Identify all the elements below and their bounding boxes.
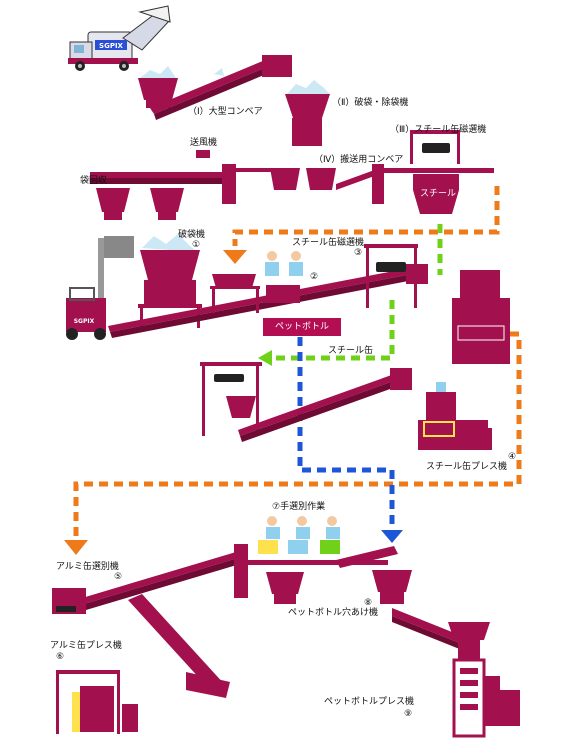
bag-breaker-remover [285, 80, 330, 146]
aluminum-press-conveyor [128, 594, 230, 698]
pet-perforator-conveyor [392, 608, 462, 650]
svg-text:SGPIX: SGPIX [74, 318, 95, 325]
feed-hopper-top [138, 66, 178, 108]
label-aluminum-press-num: ⑥ [56, 652, 65, 662]
label-large-conveyor: （Ⅰ）大型コンベア [188, 107, 263, 117]
garbage-truck: SGPIX [68, 5, 171, 71]
steel-can-magnet-mid [200, 362, 262, 436]
label-aluminum-sorter: アルミ缶選別機 [56, 562, 119, 572]
large-conveyor [150, 55, 292, 120]
steel-magnet-3 [364, 244, 418, 308]
flow-paths [64, 186, 522, 555]
orange-path-top [232, 186, 500, 246]
orange-arrow-top [223, 250, 247, 264]
steel-can-conveyor [238, 368, 412, 442]
label-blower: 送風機 [190, 138, 218, 148]
bag-breaker-1 [138, 234, 202, 328]
forklift: SGPIX [66, 236, 134, 340]
label-steel-magnet-2-num: ③ [354, 248, 363, 258]
blue-path [297, 337, 395, 528]
bag-collection-hoppers [96, 188, 184, 220]
worker-table [210, 274, 300, 313]
manual-sorting-conveyor [82, 544, 398, 610]
green-arrow [258, 350, 272, 366]
steel-can-press [418, 382, 492, 450]
orange-arrow-bottom [64, 540, 88, 555]
aluminum-sorter [52, 588, 86, 614]
label-pet-perforator-num: ⑧ [364, 598, 373, 608]
press-machine-upper [452, 270, 510, 364]
label-aluminum-press: アルミ缶プレス機 [50, 641, 122, 651]
label-steel-press-num: ④ [508, 452, 517, 462]
label-pet-perforator: ペットボトル穴あけ機 [288, 608, 379, 618]
label-steel-magnet-1: （Ⅲ）スチール缶磁選機 [390, 125, 487, 135]
label-bag-breaker-remover: （Ⅱ）破袋・除袋機 [332, 98, 409, 108]
aluminum-press [56, 670, 138, 734]
svg-text:SGPIX: SGPIX [99, 42, 124, 50]
label-manual-sorting: ⑦手選別作業 [272, 502, 326, 512]
blue-arrow [381, 530, 403, 543]
manual-sorting-workers [258, 516, 340, 554]
orange-path-right [73, 331, 522, 536]
manual-sorting-hoppers [266, 570, 412, 604]
steel-magnet-top [410, 130, 460, 164]
conveyor-row-2 [90, 164, 494, 214]
green-path-2 [270, 300, 395, 361]
label-steel-can: スチール缶 [328, 346, 374, 356]
label-steel-magnet-2: スチール缶磁選機 [292, 238, 365, 248]
label-steel-press: スチール缶プレス機 [426, 462, 508, 472]
label-pet-press: ペットボトルプレス機 [324, 697, 415, 707]
label-bag-breaker: 破袋機 [178, 230, 206, 240]
label-aluminum-sorter-num: ⑤ [114, 572, 123, 582]
label-transport-conveyor: （Ⅳ）搬送用コンベア [314, 155, 404, 165]
label-pet-bottle: ペットボトル [263, 318, 341, 336]
blower [196, 150, 210, 158]
label-steel: スチール [419, 189, 456, 199]
label-bag-breaker-num: ① [192, 240, 201, 250]
label-bag-collection: 袋回収 [80, 176, 108, 186]
pet-press [448, 622, 520, 738]
workers-station-2 [265, 251, 303, 276]
label-worker-num: ② [310, 272, 319, 282]
label-pet-press-num: ⑨ [404, 709, 413, 719]
